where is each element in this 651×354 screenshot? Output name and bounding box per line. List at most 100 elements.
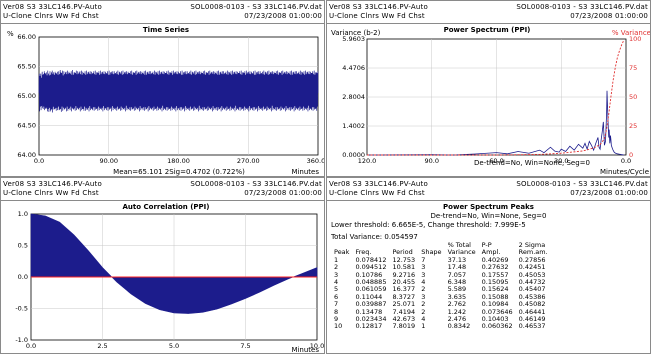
y-tick-label: -1.0 xyxy=(15,336,28,344)
timestamp: 07/23/2008 01:00:00 xyxy=(244,12,322,20)
table-cell: 0.023434 xyxy=(355,315,387,324)
x-tick-label: 7.5 xyxy=(240,342,250,350)
table-row: 4 0.048885 20.455 4 6.348 0.15095 0.44732 xyxy=(331,278,551,287)
tag-name: Ver08 S3 33LC146.PV-Auto xyxy=(3,3,102,11)
y-axis-label: Variance (b-2) xyxy=(331,29,381,37)
table-cell: 20.455 xyxy=(392,278,416,287)
y-tick-labels: -1.0 -0.5 0.0 0.5 1.0 xyxy=(15,210,28,344)
timestamp: 07/23/2008 01:00:00 xyxy=(244,189,322,197)
x-tick-label: 180.00 xyxy=(167,157,190,165)
table-cell: 3 xyxy=(421,292,426,301)
table-cell: 0.048885 xyxy=(355,278,387,287)
table-row: 2 0.094512 10.581 3 17.48 0.27632 0.42451 xyxy=(331,263,551,272)
table-cell: 3 xyxy=(421,263,426,272)
y2-tick-label: 0 xyxy=(629,151,633,159)
y-tick-label: 2.8004 xyxy=(342,93,365,101)
x-tick-label: 5.0 xyxy=(169,342,179,350)
table-cell: 0.27632 xyxy=(481,263,509,272)
peaks-subtitle: De-trend=No, Win=None, Seg=0 xyxy=(430,212,547,220)
cumulative-variance-line xyxy=(367,39,625,156)
table-cell: 37.13 xyxy=(447,255,467,264)
y2-axis-label: % Variance xyxy=(612,29,651,37)
time-series-panel: Ver08 S3 33LC146.PV-Auto SOL0008-0103 - … xyxy=(0,0,325,177)
auto-correlation-chart: Auto Correlation (PPI) -1.0 -0.5 0.0 0.5 1.0… xyxy=(15,203,324,354)
panel-header: Ver08 S3 33LC146.PV-Auto SOL0008-0103 - … xyxy=(1,1,324,24)
y-tick-labels: 64.00 64.50 65.00 65.50 66.00 xyxy=(17,33,36,159)
table-cell: 2 xyxy=(421,285,426,294)
table-cell: 7.8019 xyxy=(392,322,416,331)
table-cell: 9.2716 xyxy=(392,270,416,279)
data-file: SOL0008-0103 - S3 33LC146.PV.dat xyxy=(190,3,322,11)
table-cell: 1.242 xyxy=(447,307,467,316)
y2-tick-label: 100 xyxy=(629,35,641,43)
y-tick-label: 66.00 xyxy=(17,33,36,41)
tag-name: Ver08 S3 33LC146.PV-Auto xyxy=(3,180,102,188)
table-cell: 7.4194 xyxy=(392,307,416,316)
y-tick-label: 5.9603 xyxy=(342,35,365,43)
y2-tick-label: 75 xyxy=(629,64,637,72)
table-cell: 2 xyxy=(421,307,426,316)
stats-label: Mean=65.101 2Sig=0.4702 (0.722%) xyxy=(113,168,245,176)
column-header: Shape xyxy=(421,248,442,257)
column-header: Ampl. xyxy=(481,248,501,257)
grid xyxy=(367,39,626,155)
panel-header: Ver08 S3 33LC146.PV-Auto SOL0008-0103 - … xyxy=(327,178,650,201)
time-series-chart: Time Series % 64.0064.5065.0065.5066.00 … xyxy=(7,26,324,176)
y-tick-label: 0.0 xyxy=(18,273,28,281)
table-row: 5 0.061059 16.377 2 5.589 0.15624 0.45407 xyxy=(331,285,551,294)
table-cell: 2.762 xyxy=(447,300,467,309)
chart-title: Auto Correlation (PPI) xyxy=(123,203,210,211)
table-cell: 3.635 xyxy=(447,292,467,301)
y-tick-label: 1.4002 xyxy=(342,122,365,130)
table-cell: 10 xyxy=(334,322,343,331)
table-cell: 17.48 xyxy=(447,263,467,272)
table-row: 10 0.12817 7.8019 1 0.8342 0.060362 0.46537 xyxy=(331,322,551,331)
x-axis-label: Minutes xyxy=(291,346,319,354)
detrend-note: De-trend=No, Win=None, Seg=0 xyxy=(474,159,590,167)
tag-description: U-Clone Clnrs Ww Fd Chst xyxy=(3,189,99,197)
table-cell: 2 xyxy=(334,263,339,272)
table-cell: 0.17557 xyxy=(481,270,509,279)
table-cell: 0.45082 xyxy=(518,300,546,309)
table-cell: 0.039887 xyxy=(355,300,387,309)
table-row: 7 0.039887 25.071 2 2.762 0.10984 0.45082 xyxy=(331,300,551,309)
y-tick-label: 1.0 xyxy=(18,210,28,218)
table-cell: 0.10786 xyxy=(355,270,383,279)
series-line xyxy=(38,70,319,113)
y2-tick-labels: 0 25 50 75 100 xyxy=(629,35,641,159)
table-cell: 5.589 xyxy=(447,285,467,294)
x-tick-label: 0.0 xyxy=(26,342,36,350)
x-tick-labels: 120.0 90.0 60.0 30.0 0.0 xyxy=(358,157,631,165)
timestamp: 07/23/2008 01:00:00 xyxy=(570,189,648,197)
x-axis-label: Minutes xyxy=(291,168,319,176)
y-tick-label: 4.4706 xyxy=(342,64,365,72)
table-cell: 42.673 xyxy=(392,315,416,324)
auto-correlation-panel: Ver08 S3 33LC146.PV-Auto SOL0008-0103 - … xyxy=(0,177,325,354)
column-header: Period xyxy=(392,248,413,257)
table-row: 9 0.023434 42.673 4 2.476 0.10403 0.46149 xyxy=(331,315,551,324)
y-tick-label: -0.5 xyxy=(15,305,28,313)
tag-description: U-Clone Clnrs Ww Fd Chst xyxy=(3,12,99,20)
y-tick-label: 0.0000 xyxy=(342,151,365,159)
table-cell: 7 xyxy=(421,255,426,264)
x-tick-labels: 0.0 90.00 180.00 270.00 360.00 xyxy=(34,157,324,165)
table-cell: 0.12817 xyxy=(355,322,383,331)
table-cell: 25.071 xyxy=(392,300,416,309)
peaks-title: Power Spectrum Peaks xyxy=(443,203,534,211)
table-cell: 0.11044 xyxy=(355,292,383,301)
table-cell: 0.44732 xyxy=(518,278,546,287)
x-tick-label: 120.0 xyxy=(358,157,377,165)
x-tick-label: 10.0 xyxy=(310,342,324,350)
table-cell: 1 xyxy=(421,322,426,331)
data-file: SOL0008-0103 - S3 33LC146.PV.dat xyxy=(190,180,322,188)
y-axis-label: % xyxy=(7,30,14,38)
table-cell: 0.15088 xyxy=(481,292,509,301)
thresholds-text: Lower threshold: 6.665E-5, Change thresh… xyxy=(331,221,526,229)
tag-name: Ver08 S3 33LC146.PV-Auto xyxy=(329,180,428,188)
table-cell: 0.060362 xyxy=(481,322,513,331)
table-cell: 0.073646 xyxy=(481,307,513,316)
x-tick-label: 270.00 xyxy=(237,157,260,165)
x-tick-label: 0.0 xyxy=(34,157,44,165)
table-cell: 2.476 xyxy=(447,315,467,324)
power-spectrum-peaks-panel: Ver08 S3 33LC146.PV-Auto SOL0008-0103 - … xyxy=(326,177,651,354)
